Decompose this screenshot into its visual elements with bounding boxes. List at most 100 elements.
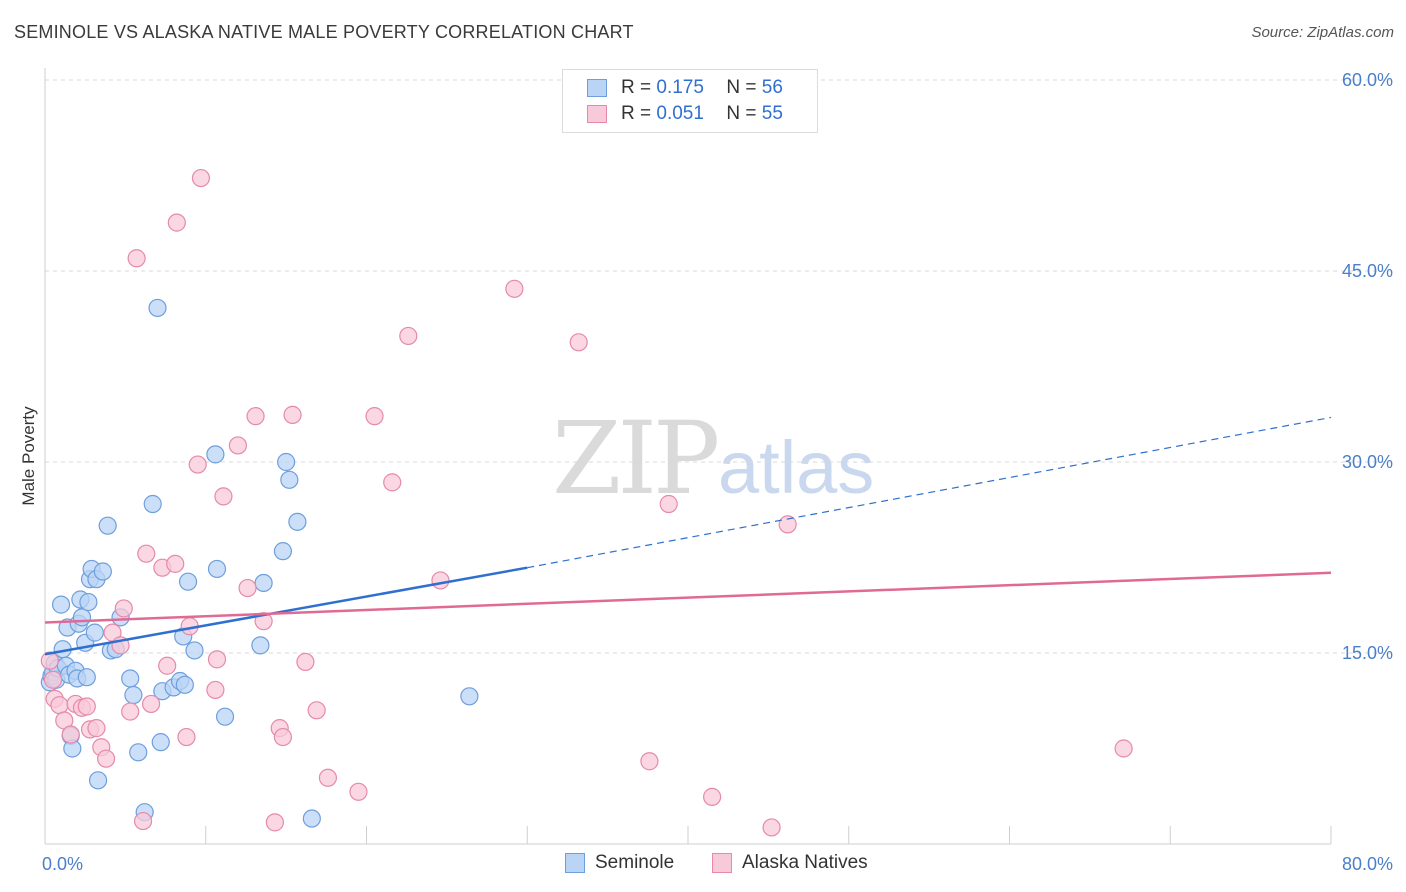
chart-source: Source: ZipAtlas.com	[1251, 24, 1394, 41]
alaska-native-point	[505, 279, 524, 298]
legend-r-label: R =	[621, 77, 652, 98]
x-tick-label: 0.0%	[42, 854, 83, 874]
alaska-native-point	[77, 697, 96, 716]
bottom-legend-swatch-alaska	[712, 853, 732, 873]
alaska-native-point	[238, 578, 257, 598]
alaska-native-point	[50, 696, 69, 715]
alaska-native-point	[40, 651, 59, 670]
alaska-native-point	[133, 811, 153, 831]
alaska-native-point	[43, 670, 63, 689]
seminole-point	[215, 707, 235, 726]
seminole-point	[206, 445, 225, 464]
seminole-point	[185, 641, 204, 660]
seminole-point	[151, 733, 170, 752]
bottom-legend-seminole: Seminole	[565, 852, 674, 874]
alaska-native-point	[214, 487, 233, 506]
seminole-point	[51, 595, 71, 614]
seminole-point	[288, 512, 307, 531]
seminole-point	[254, 573, 273, 593]
seminole-point	[77, 668, 96, 687]
alaska-native-point	[273, 727, 293, 747]
alaska-native-point	[349, 782, 368, 801]
legend-n-label: N =	[726, 77, 757, 98]
seminole-point	[85, 623, 104, 642]
ticks-layer: 15.0% 30.0% 45.0% 60.0% 0.0% 80.0%	[42, 70, 1393, 874]
alaska-native-point	[659, 494, 678, 514]
bottom-legend-label-seminole: Seminole	[595, 852, 675, 873]
alaska-native-point	[296, 652, 315, 672]
alaska-native-point	[61, 725, 80, 744]
alaska-native-point	[207, 650, 227, 669]
seminole-point	[88, 771, 108, 790]
axes-layer	[44, 68, 1332, 845]
grid-layer	[45, 79, 1392, 654]
seminole-trend-extension	[527, 416, 1332, 569]
legend-n-value-seminole: 56	[761, 77, 783, 98]
y-tick-label: 45.0%	[1342, 261, 1393, 281]
alaska-native-point	[283, 405, 302, 424]
alaska-native-point	[399, 326, 418, 346]
seminole-point	[460, 687, 479, 706]
legend-r-value-alaska: 0.051	[656, 103, 704, 124]
legend-swatch-alaska	[587, 105, 607, 123]
alaska-native-point	[206, 680, 225, 700]
y-axis-label: Male Poverty	[19, 406, 38, 506]
y-tick-label: 60.0%	[1342, 70, 1393, 90]
bottom-legend-alaska: Alaska Natives	[712, 852, 868, 874]
points-layer	[40, 168, 1133, 837]
y-tick-label: 30.0%	[1342, 452, 1393, 472]
seminole-trend-line	[44, 566, 528, 656]
x-tick-label: 80.0%	[1342, 854, 1393, 874]
seminole-point	[72, 608, 92, 627]
alaska-native-point	[166, 554, 185, 573]
alaska-native-point	[114, 599, 133, 618]
alaska-native-point	[703, 787, 722, 806]
seminole-point	[207, 559, 227, 579]
watermark-zip: ZIP	[552, 400, 720, 517]
alaska-native-trend-line	[44, 571, 1332, 624]
seminole-point	[178, 572, 198, 591]
seminole-point	[251, 636, 270, 655]
legend-n-value-alaska: 55	[761, 103, 783, 124]
alaska-native-point	[158, 656, 177, 675]
alaska-native-point	[307, 701, 326, 720]
legend-n-label: N =	[726, 103, 757, 124]
alaska-native-point	[431, 571, 450, 590]
legend-row-seminole: R = 0.175 N = 56	[587, 76, 783, 100]
trend-layer	[44, 416, 1332, 656]
seminole-point	[124, 685, 143, 705]
legend-r-value-seminole: 0.175	[656, 77, 704, 98]
seminole-point	[143, 494, 162, 514]
y-tick-label: 15.0%	[1342, 643, 1393, 663]
alaska-native-point	[167, 213, 186, 232]
seminole-point	[129, 743, 148, 762]
alaska-native-point	[762, 818, 781, 837]
alaska-native-point	[365, 407, 384, 426]
alaska-native-point	[318, 768, 338, 787]
seminole-point	[98, 516, 117, 535]
seminole-point	[277, 452, 296, 472]
seminole-point	[302, 809, 321, 828]
alaska-native-point	[121, 702, 140, 721]
seminole-point	[175, 675, 194, 694]
chart-title: SEMINOLE VS ALASKA NATIVE MALE POVERTY C…	[14, 22, 634, 42]
seminole-point	[121, 669, 140, 688]
legend-row-alaska: R = 0.051 N = 55	[587, 102, 783, 126]
alaska-native-point	[141, 694, 161, 714]
watermark-atlas: atlas	[718, 426, 875, 509]
alaska-native-point	[778, 515, 797, 534]
seminole-point	[280, 470, 299, 489]
alaska-native-point	[640, 752, 659, 771]
alaska-native-point	[127, 249, 146, 268]
bottom-legend-label-alaska: Alaska Natives	[742, 852, 868, 873]
seminole-point	[79, 592, 98, 612]
alaska-native-point	[569, 333, 588, 352]
legend: R = 0.175 N = 56 R = 0.051 N = 55	[562, 69, 818, 133]
alaska-native-point	[177, 727, 196, 747]
alaska-native-point	[188, 455, 207, 474]
alaska-native-point	[383, 473, 402, 492]
alaska-native-point	[96, 749, 116, 768]
alaska-native-point	[246, 407, 265, 426]
bottom-legend-swatch-seminole	[565, 853, 585, 873]
seminole-point	[273, 542, 293, 561]
